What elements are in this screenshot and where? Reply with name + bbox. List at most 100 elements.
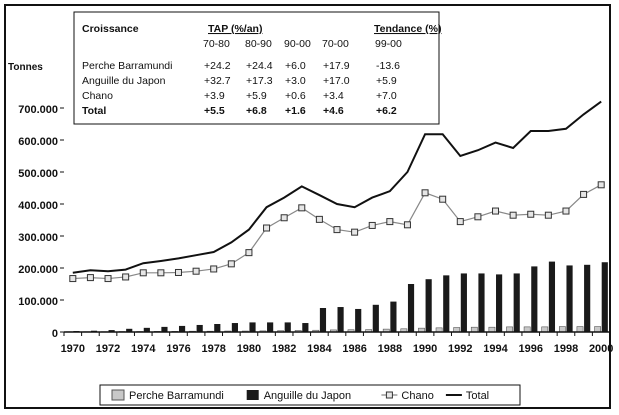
growth-cell: +7.0 xyxy=(376,90,397,102)
y-axis-unit: Tonnes xyxy=(8,62,43,73)
bar-anguille-du-japon xyxy=(302,323,309,332)
point-chano xyxy=(210,265,218,273)
bar-anguille-du-japon xyxy=(460,273,467,332)
growth-cell: +17.9 xyxy=(323,60,350,72)
bar-anguille-du-japon xyxy=(601,262,608,332)
bar-anguille-du-japon xyxy=(337,307,344,332)
growth-cell: +0.6 xyxy=(285,90,306,102)
point-chano xyxy=(527,210,535,218)
growth-period-80-90: 80-90 xyxy=(245,38,272,50)
point-chano xyxy=(474,213,482,221)
bar-anguille-du-japon xyxy=(566,265,573,332)
point-chano xyxy=(263,224,271,232)
growth-table-title: Croissance xyxy=(82,23,139,35)
bar-anguille-du-japon xyxy=(126,328,133,332)
x-tick-label: 1970 xyxy=(61,343,85,355)
growth-cell: +6.2 xyxy=(376,105,397,117)
x-tick-label: 1982 xyxy=(272,343,296,355)
bar-anguille-du-japon xyxy=(231,323,238,332)
x-tick-label: 1988 xyxy=(378,343,402,355)
bar-anguille-du-japon xyxy=(284,322,291,332)
point-chano xyxy=(122,273,130,281)
bar-anguille-du-japon xyxy=(443,275,450,332)
point-chano xyxy=(492,207,500,215)
growth-cell: +4.6 xyxy=(323,105,344,117)
growth-table-box xyxy=(73,11,440,125)
point-chano xyxy=(544,211,552,219)
y-tick-label: 500.000 xyxy=(18,168,58,180)
growth-period-70-80: 70-80 xyxy=(203,38,230,50)
bar-anguille-du-japon xyxy=(319,308,327,332)
x-tick-label: 1974 xyxy=(131,343,156,355)
bar-anguille-du-japon xyxy=(584,264,591,332)
y-tick-label: 100.000 xyxy=(18,296,58,308)
x-tick-label: 1976 xyxy=(166,343,190,355)
bar-anguille-du-japon xyxy=(161,326,168,332)
y-tick-label: 200.000 xyxy=(18,264,58,276)
point-chano xyxy=(157,269,165,277)
growth-row-label: Perche Barramundi xyxy=(82,60,172,72)
growth-row-label: Chano xyxy=(82,90,113,102)
bar-anguille-du-japon xyxy=(355,308,362,332)
growth-row-label: Anguille du Japon xyxy=(82,75,166,87)
point-chano xyxy=(69,275,77,283)
point-chano xyxy=(386,218,394,226)
point-chano xyxy=(86,274,94,282)
x-tick-label: 1992 xyxy=(448,343,472,355)
x-tick-label: 1998 xyxy=(554,343,578,355)
x-tick-label: 1984 xyxy=(307,343,332,355)
x-tick-label: 1978 xyxy=(201,343,225,355)
legend-marker-chano xyxy=(385,391,393,399)
point-chano xyxy=(597,181,605,189)
growth-cell: +24.4 xyxy=(246,60,273,72)
point-chano xyxy=(245,249,253,257)
point-chano xyxy=(298,204,306,212)
point-chano xyxy=(368,221,376,229)
growth-cell: +32.7 xyxy=(204,75,231,87)
plot-area: 0 100.000 200.000 300.000 400.000 500.000 600.… xyxy=(18,100,613,355)
bar-anguille-du-japon xyxy=(425,279,432,332)
x-tick-label: 1986 xyxy=(342,343,366,355)
growth-trend-header: Tendance (%) xyxy=(374,23,441,35)
growth-cell: +5.9 xyxy=(376,75,397,87)
bar-anguille-du-japon xyxy=(178,325,186,332)
y-tick-label: 300.000 xyxy=(18,232,58,244)
legend-label: Chano xyxy=(401,390,433,402)
growth-period-70-00: 70-00 xyxy=(322,38,349,50)
point-chano xyxy=(580,190,588,198)
legend: Perche Barramundi Anguille du Japon Chano T… xyxy=(99,384,521,406)
x-tick-label: 1994 xyxy=(483,343,508,355)
bar-anguille-du-japon xyxy=(214,324,221,332)
point-chano xyxy=(509,211,517,219)
growth-cell: +3.9 xyxy=(204,90,225,102)
point-chano xyxy=(104,275,112,283)
legend-swatch-anguille-du-japon xyxy=(246,390,259,400)
bar-anguille-du-japon xyxy=(390,301,397,332)
x-tick-label: 1990 xyxy=(413,343,437,355)
x-tick-label: 1980 xyxy=(237,343,261,355)
point-chano xyxy=(192,267,200,275)
bar-perche-barramundi xyxy=(576,326,584,333)
point-chano xyxy=(333,226,341,234)
y-tick-label: 600.000 xyxy=(18,136,58,148)
growth-cell: +24.2 xyxy=(204,60,231,72)
point-chano xyxy=(403,221,411,229)
legend-label: Anguille du Japon xyxy=(264,390,351,402)
line-total xyxy=(72,100,602,274)
growth-period-99-00: 99-00 xyxy=(375,38,402,50)
bar-anguille-du-japon xyxy=(548,261,556,332)
growth-cell: +1.6 xyxy=(285,105,306,117)
point-chano xyxy=(351,228,359,236)
point-chano xyxy=(174,268,182,276)
legend-swatch-perche-barramundi xyxy=(111,389,125,401)
bar-anguille-du-japon xyxy=(496,274,503,332)
point-chano xyxy=(280,214,288,222)
bar-anguille-du-japon xyxy=(108,330,115,332)
point-chano xyxy=(421,189,429,197)
growth-cell: +5.9 xyxy=(246,90,267,102)
bar-anguille-du-japon xyxy=(407,284,415,332)
growth-cell: +17.3 xyxy=(246,75,273,87)
point-chano xyxy=(456,218,464,226)
bar-perche-barramundi xyxy=(541,326,549,333)
